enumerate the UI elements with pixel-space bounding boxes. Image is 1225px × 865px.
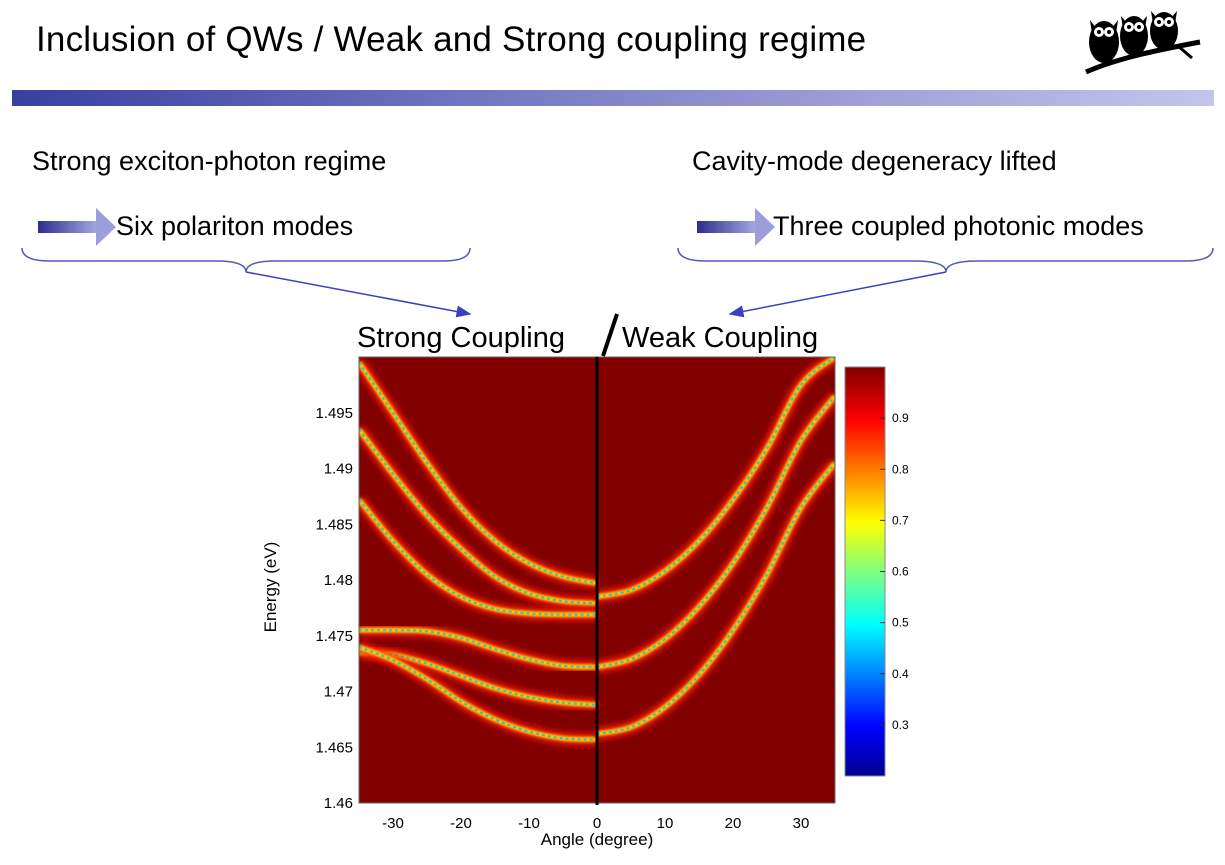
y-tick-label: 1.48	[324, 572, 353, 589]
y-tick-label: 1.49	[324, 461, 353, 478]
left-bullet-text: Six polariton modes	[116, 211, 354, 241]
x-tick-label: 0	[593, 815, 601, 832]
x-axis-label: Angle (degree)	[541, 830, 653, 849]
weak-coupling-label: Weak Coupling	[622, 322, 819, 354]
colorbar-tick-label: 0.7	[892, 513, 909, 527]
left-pointer-arrow	[245, 271, 472, 318]
left-bullet-arrow-icon	[38, 208, 116, 246]
right-bullet-arrow-icon	[697, 208, 775, 246]
slide-title: Inclusion of QWs / Weak and Strong coupl…	[36, 20, 867, 59]
x-tick-label: -20	[450, 815, 472, 832]
right-pointer-arrow	[728, 271, 947, 318]
y-tick-label: 1.47	[324, 684, 353, 701]
colorbar-tick-label: 0.3	[892, 718, 909, 732]
coupling-divider-slash	[601, 313, 619, 357]
series-line-weak-8	[595, 392, 835, 673]
series-line-strong-4	[359, 624, 598, 673]
right-heading: Cavity-mode degeneracy lifted	[692, 146, 1057, 176]
colorbar-tick-label: 0.4	[892, 667, 909, 681]
series-line-weak-9	[595, 459, 835, 740]
y-tick-label: 1.495	[315, 405, 353, 422]
title-gradient-bar	[12, 90, 1214, 106]
x-tick-label: -10	[518, 815, 540, 832]
colorbar-tick-label: 0.8	[892, 462, 909, 476]
y-tick-label: 1.475	[315, 628, 353, 645]
colorbar-tick-label: 0.9	[892, 411, 909, 425]
right-bullet-text: Three coupled photonic modes	[773, 211, 1144, 241]
x-tick-label: 10	[657, 815, 674, 832]
y-tick-label: 1.465	[315, 739, 353, 756]
series-line-strong-2	[359, 425, 598, 610]
series-line-strong-1	[359, 359, 599, 590]
x-tick-label: 20	[725, 815, 742, 832]
series-line-strong-6	[359, 641, 598, 746]
series-line-weak-7	[595, 357, 835, 603]
colorbar-tick-label: 0.6	[892, 565, 909, 579]
series-line-strong-3	[359, 495, 598, 621]
y-tick-label: 1.485	[315, 516, 353, 533]
x-tick-label: 30	[793, 815, 810, 832]
y-tick-label: 1.46	[324, 795, 353, 812]
colorbar	[844, 366, 886, 777]
x-tick-label: -30	[382, 815, 404, 832]
owls-on-branch-icon	[1084, 11, 1201, 75]
y-axis-label: Energy (eV)	[261, 542, 280, 633]
left-heading: Strong exciton-photon regime	[32, 146, 387, 176]
strong-coupling-label: Strong Coupling	[357, 322, 565, 354]
colorbar-tick-label: 0.5	[892, 616, 909, 630]
